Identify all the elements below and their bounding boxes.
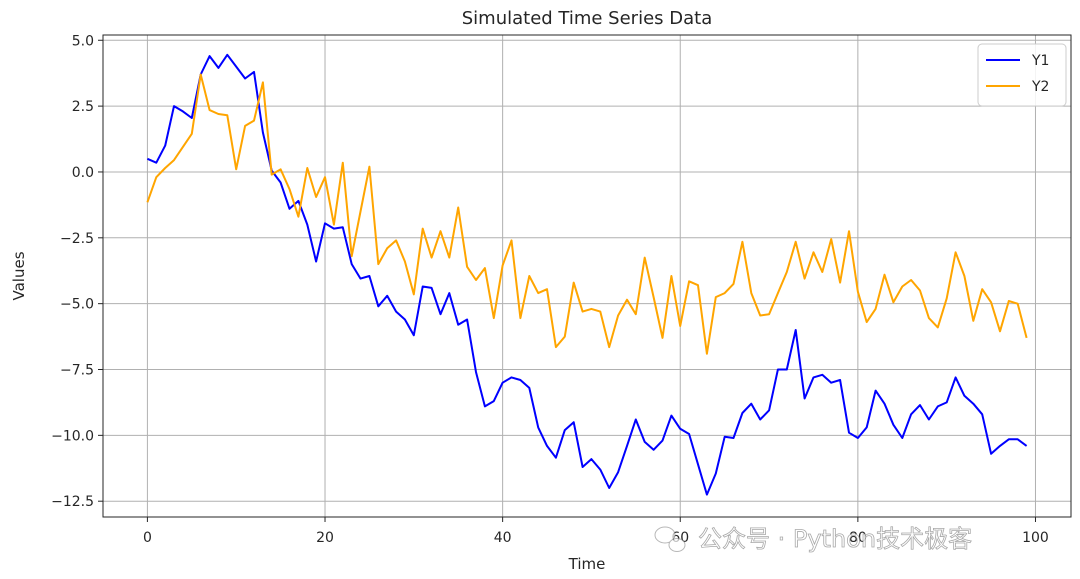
plot-area-frame bbox=[102, 34, 1072, 518]
legend-box bbox=[977, 43, 1067, 107]
series-layer bbox=[146, 53, 1028, 496]
x-tick-label: 100 bbox=[1022, 530, 1049, 546]
y-tick-label: 0.0 bbox=[72, 165, 94, 181]
legend-label-y1: Y1 bbox=[1031, 53, 1049, 69]
y-tick-label: 2.5 bbox=[72, 99, 94, 115]
axis-ticks: 0 20 40 60 80 1005.02.50.0−2.5−5.0−7.5−10.0−1… bbox=[51, 33, 1049, 546]
y-tick-label: −7.5 bbox=[60, 363, 94, 379]
x-tick-label: 20 bbox=[316, 530, 334, 546]
y-tick-label: −5.0 bbox=[60, 297, 94, 313]
wechat-icon bbox=[654, 526, 686, 552]
series-line-y2 bbox=[146, 73, 1028, 355]
y-tick-label: −10.0 bbox=[51, 428, 94, 444]
y-axis-label: Values bbox=[10, 251, 28, 300]
watermark: 公众号 · Python技术极客 bbox=[654, 525, 972, 553]
legend-label-y2: Y2 bbox=[1031, 79, 1049, 95]
y-tick-label: −12.5 bbox=[51, 494, 94, 510]
x-tick-label: 40 bbox=[494, 530, 512, 546]
watermark-text: 公众号 · Python技术极客 bbox=[698, 525, 972, 553]
legend: Y1 Y2 bbox=[977, 43, 1067, 107]
chart-title: Simulated Time Series Data bbox=[462, 8, 713, 29]
y-tick-label: −2.5 bbox=[60, 231, 94, 247]
x-tick-label: 80 bbox=[849, 530, 867, 546]
y-tick-label: 5.0 bbox=[72, 33, 94, 49]
x-axis-label: Time bbox=[568, 555, 606, 573]
x-tick-label: 0 bbox=[143, 530, 152, 546]
